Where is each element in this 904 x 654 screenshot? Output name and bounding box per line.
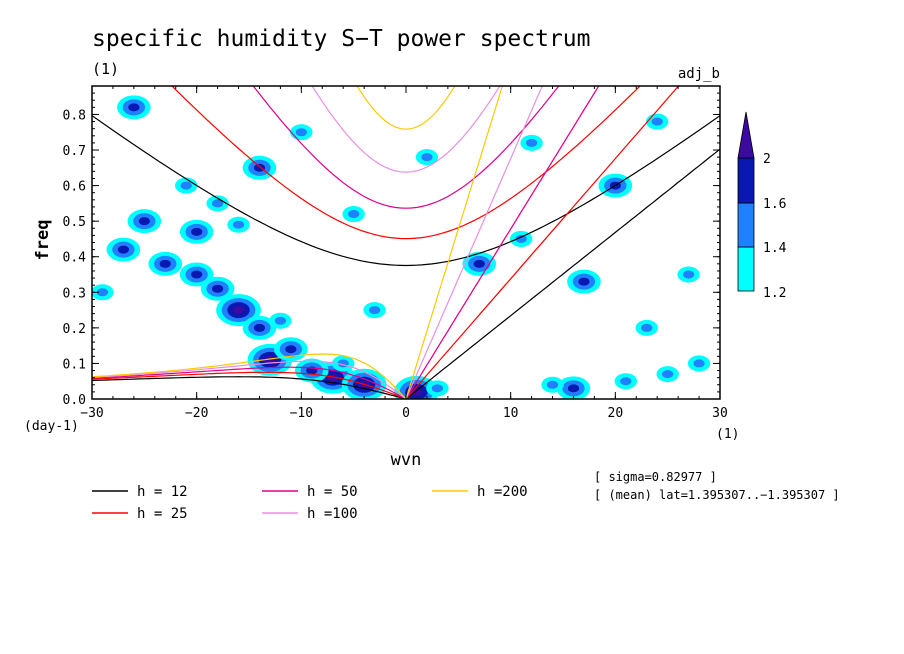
spectrum-blob-4-level-3 bbox=[232, 306, 245, 315]
x-tick-label-6: 30 bbox=[712, 406, 728, 421]
spectrum-contours bbox=[92, 95, 711, 399]
x-tick-label-2: −10 bbox=[290, 406, 313, 421]
plot-frame bbox=[91, 85, 721, 400]
kelvin-curve-h100 bbox=[405, 86, 543, 399]
spectrum-blob-16-level-1 bbox=[232, 220, 245, 229]
chart-subtitle-left: (1) bbox=[92, 60, 119, 78]
spectrum-blob-33-level-1 bbox=[421, 153, 433, 162]
spectrum-blob-23-level-1 bbox=[662, 370, 674, 379]
x-tick-label-0: −30 bbox=[80, 406, 103, 421]
spectrum-blob-19-level-1 bbox=[180, 181, 192, 190]
spectrum-blob-30-level-2 bbox=[253, 163, 266, 172]
spectrum-blob-10-level-1 bbox=[274, 316, 286, 325]
x-axis-label: wvn bbox=[391, 450, 422, 470]
spectrum-blob-25-level-1 bbox=[641, 323, 653, 332]
rossby-curve-h12 bbox=[92, 376, 407, 399]
spectrum-blob-13-level-1 bbox=[431, 384, 443, 393]
spectrum-blob-22-level-1 bbox=[620, 377, 632, 386]
colorbar-arrow bbox=[737, 111, 755, 159]
spectrum-blob-27-level-1 bbox=[515, 234, 527, 243]
spectrum-blob-29-level-1 bbox=[295, 128, 307, 137]
legend-label-h12: h = 12 bbox=[137, 484, 188, 500]
y-tick-label-2: 0.2 bbox=[63, 322, 86, 337]
colorbar-label-2: 1.6 bbox=[763, 197, 786, 212]
chart-title: specific humidity S−T power spectrum bbox=[92, 26, 591, 52]
spectrum-blob-15-level-2 bbox=[191, 227, 203, 236]
y-unit-label: (day-1) bbox=[24, 419, 79, 434]
spectrum-blob-18-level-2 bbox=[117, 245, 129, 254]
y-tick-label-7: 0.7 bbox=[63, 144, 86, 159]
y-tick-label-4: 0.4 bbox=[63, 251, 87, 266]
spectrum-blob-20-level-2 bbox=[567, 384, 580, 393]
y-axis-label: freq bbox=[33, 220, 53, 261]
spectrum-blob-7-level-2 bbox=[159, 259, 171, 268]
rossby-curve-h200 bbox=[92, 353, 407, 399]
annotation-mean-lat: [ (mean) lat=1.395307..−1.395307 ] bbox=[594, 488, 840, 502]
legend-label-h200: h =200 bbox=[477, 484, 528, 500]
spectrum-blob-3-level-3 bbox=[264, 355, 276, 364]
spectrum-blob-5-level-2 bbox=[212, 284, 224, 293]
gravity-curve-h50 bbox=[252, 86, 560, 209]
spectrum-blob-35-level-1 bbox=[693, 359, 705, 368]
colorbar-label-1: 1.4 bbox=[763, 241, 787, 256]
spectrum-blob-36-level-1 bbox=[369, 306, 381, 315]
spectrum-blob-38-level-1 bbox=[651, 117, 663, 126]
kelvin-curve-h50 bbox=[405, 86, 600, 399]
spectrum-blob-8-level-2 bbox=[253, 323, 266, 332]
axis-ticks: −30 −20 −10 0 10 20 30 0.0 0.1 0.2 0.3 0.4 0.5 0.6 0.7… bbox=[63, 86, 728, 421]
spectrum-blob-9-level-2 bbox=[285, 345, 297, 354]
y-tick-label-6: 0.6 bbox=[63, 180, 86, 195]
spectrum-blob-21-level-1 bbox=[546, 380, 559, 389]
x-tick-label-5: 20 bbox=[608, 406, 624, 421]
spectrum-blob-26-level-1 bbox=[683, 270, 695, 279]
rossby-curve-h50 bbox=[92, 366, 407, 399]
y-tick-label-5: 0.5 bbox=[63, 215, 86, 230]
y-tick-label-8: 0.8 bbox=[63, 108, 86, 123]
x-unit-label: (1) bbox=[716, 427, 739, 442]
kelvin-curve-h200 bbox=[405, 86, 503, 399]
colorbar-segment-2 bbox=[737, 157, 755, 204]
spectrum-blob-34-level-1 bbox=[526, 138, 538, 147]
spectrum-blob-39-level-1 bbox=[212, 199, 224, 208]
legend-label-h25: h = 25 bbox=[137, 506, 188, 522]
y-tick-label-1: 0.1 bbox=[63, 357, 86, 372]
spectrum-blob-14-level-2 bbox=[138, 217, 150, 226]
chart-subtitle-right: adj_b bbox=[678, 66, 720, 82]
legend-label-h50: h = 50 bbox=[307, 484, 358, 500]
kelvin-curve-h12 bbox=[405, 148, 720, 399]
annotation-sigma: [ sigma=0.82977 ] bbox=[594, 470, 717, 484]
gravity-curve-h200 bbox=[356, 86, 456, 130]
gravity-curve-h25 bbox=[171, 86, 641, 240]
rossby-curve-h25 bbox=[92, 371, 407, 399]
x-tick-label-4: 10 bbox=[503, 406, 519, 421]
colorbar: 1.2 1.4 1.6 2 bbox=[737, 111, 787, 301]
spectrum-blob-0-level-3 bbox=[327, 373, 339, 382]
y-tick-label-0: 0.0 bbox=[63, 393, 86, 408]
y-tick-label-3: 0.3 bbox=[63, 286, 86, 301]
spectrum-blob-31-level-2 bbox=[128, 103, 140, 112]
colorbar-label-0: 1.2 bbox=[763, 286, 786, 301]
gravity-curve-h100 bbox=[311, 86, 501, 173]
legend: h = 12 h = 25 h = 50 h =100 h =200 bbox=[92, 484, 528, 522]
dispersion-curves bbox=[92, 86, 720, 399]
rossby-curve-h100 bbox=[92, 360, 407, 399]
x-tick-label-3: 0 bbox=[402, 406, 410, 421]
colorbar-label-3: 2 bbox=[763, 152, 771, 167]
spectrum-blob-37-level-2 bbox=[578, 277, 590, 286]
colorbar-segment-1 bbox=[737, 202, 755, 248]
spectrum-blob-32-level-1 bbox=[348, 210, 360, 219]
legend-label-h100: h =100 bbox=[307, 506, 358, 522]
kelvin-curve-h25 bbox=[405, 86, 680, 399]
gravity-curve-h12 bbox=[92, 115, 720, 267]
spectrum-blob-6-level-2 bbox=[191, 270, 203, 279]
spectrum-blob-17-level-1 bbox=[96, 288, 109, 297]
x-tick-label-1: −20 bbox=[185, 406, 208, 421]
colorbar-segment-0 bbox=[737, 246, 755, 292]
spectrum-blob-28-level-2 bbox=[473, 259, 485, 268]
